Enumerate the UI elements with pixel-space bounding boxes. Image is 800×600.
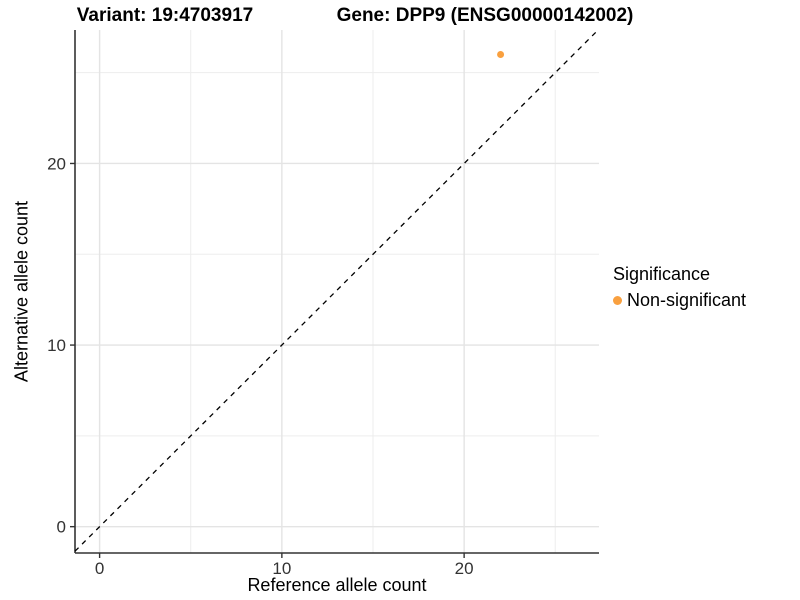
- y-tick-label: 20: [47, 154, 66, 173]
- identity-reference-line: [74, 29, 599, 552]
- legend-title: Significance: [613, 264, 711, 284]
- x-tick-label: 20: [455, 559, 474, 578]
- plot-title-variant: Variant: 19:4703917: [76, 5, 254, 26]
- data-point: [497, 51, 505, 59]
- plot-title-gene: Gene: DPP9 (ENSG00000142002): [336, 5, 634, 26]
- legend-entry-label: Non-significant: [627, 290, 747, 310]
- legend-point-icon: [613, 296, 622, 305]
- y-tick-label: 10: [47, 336, 66, 355]
- x-axis-title: Reference allele count: [247, 575, 427, 595]
- x-tick-label: 10: [272, 559, 291, 578]
- legend: Significance Non-significant: [613, 264, 746, 311]
- legend-entry: Non-significant: [613, 290, 746, 311]
- x-tick-label: 0: [95, 559, 104, 578]
- y-tick-label: 0: [57, 518, 66, 537]
- y-axis-title: Alternative allele count: [11, 200, 32, 383]
